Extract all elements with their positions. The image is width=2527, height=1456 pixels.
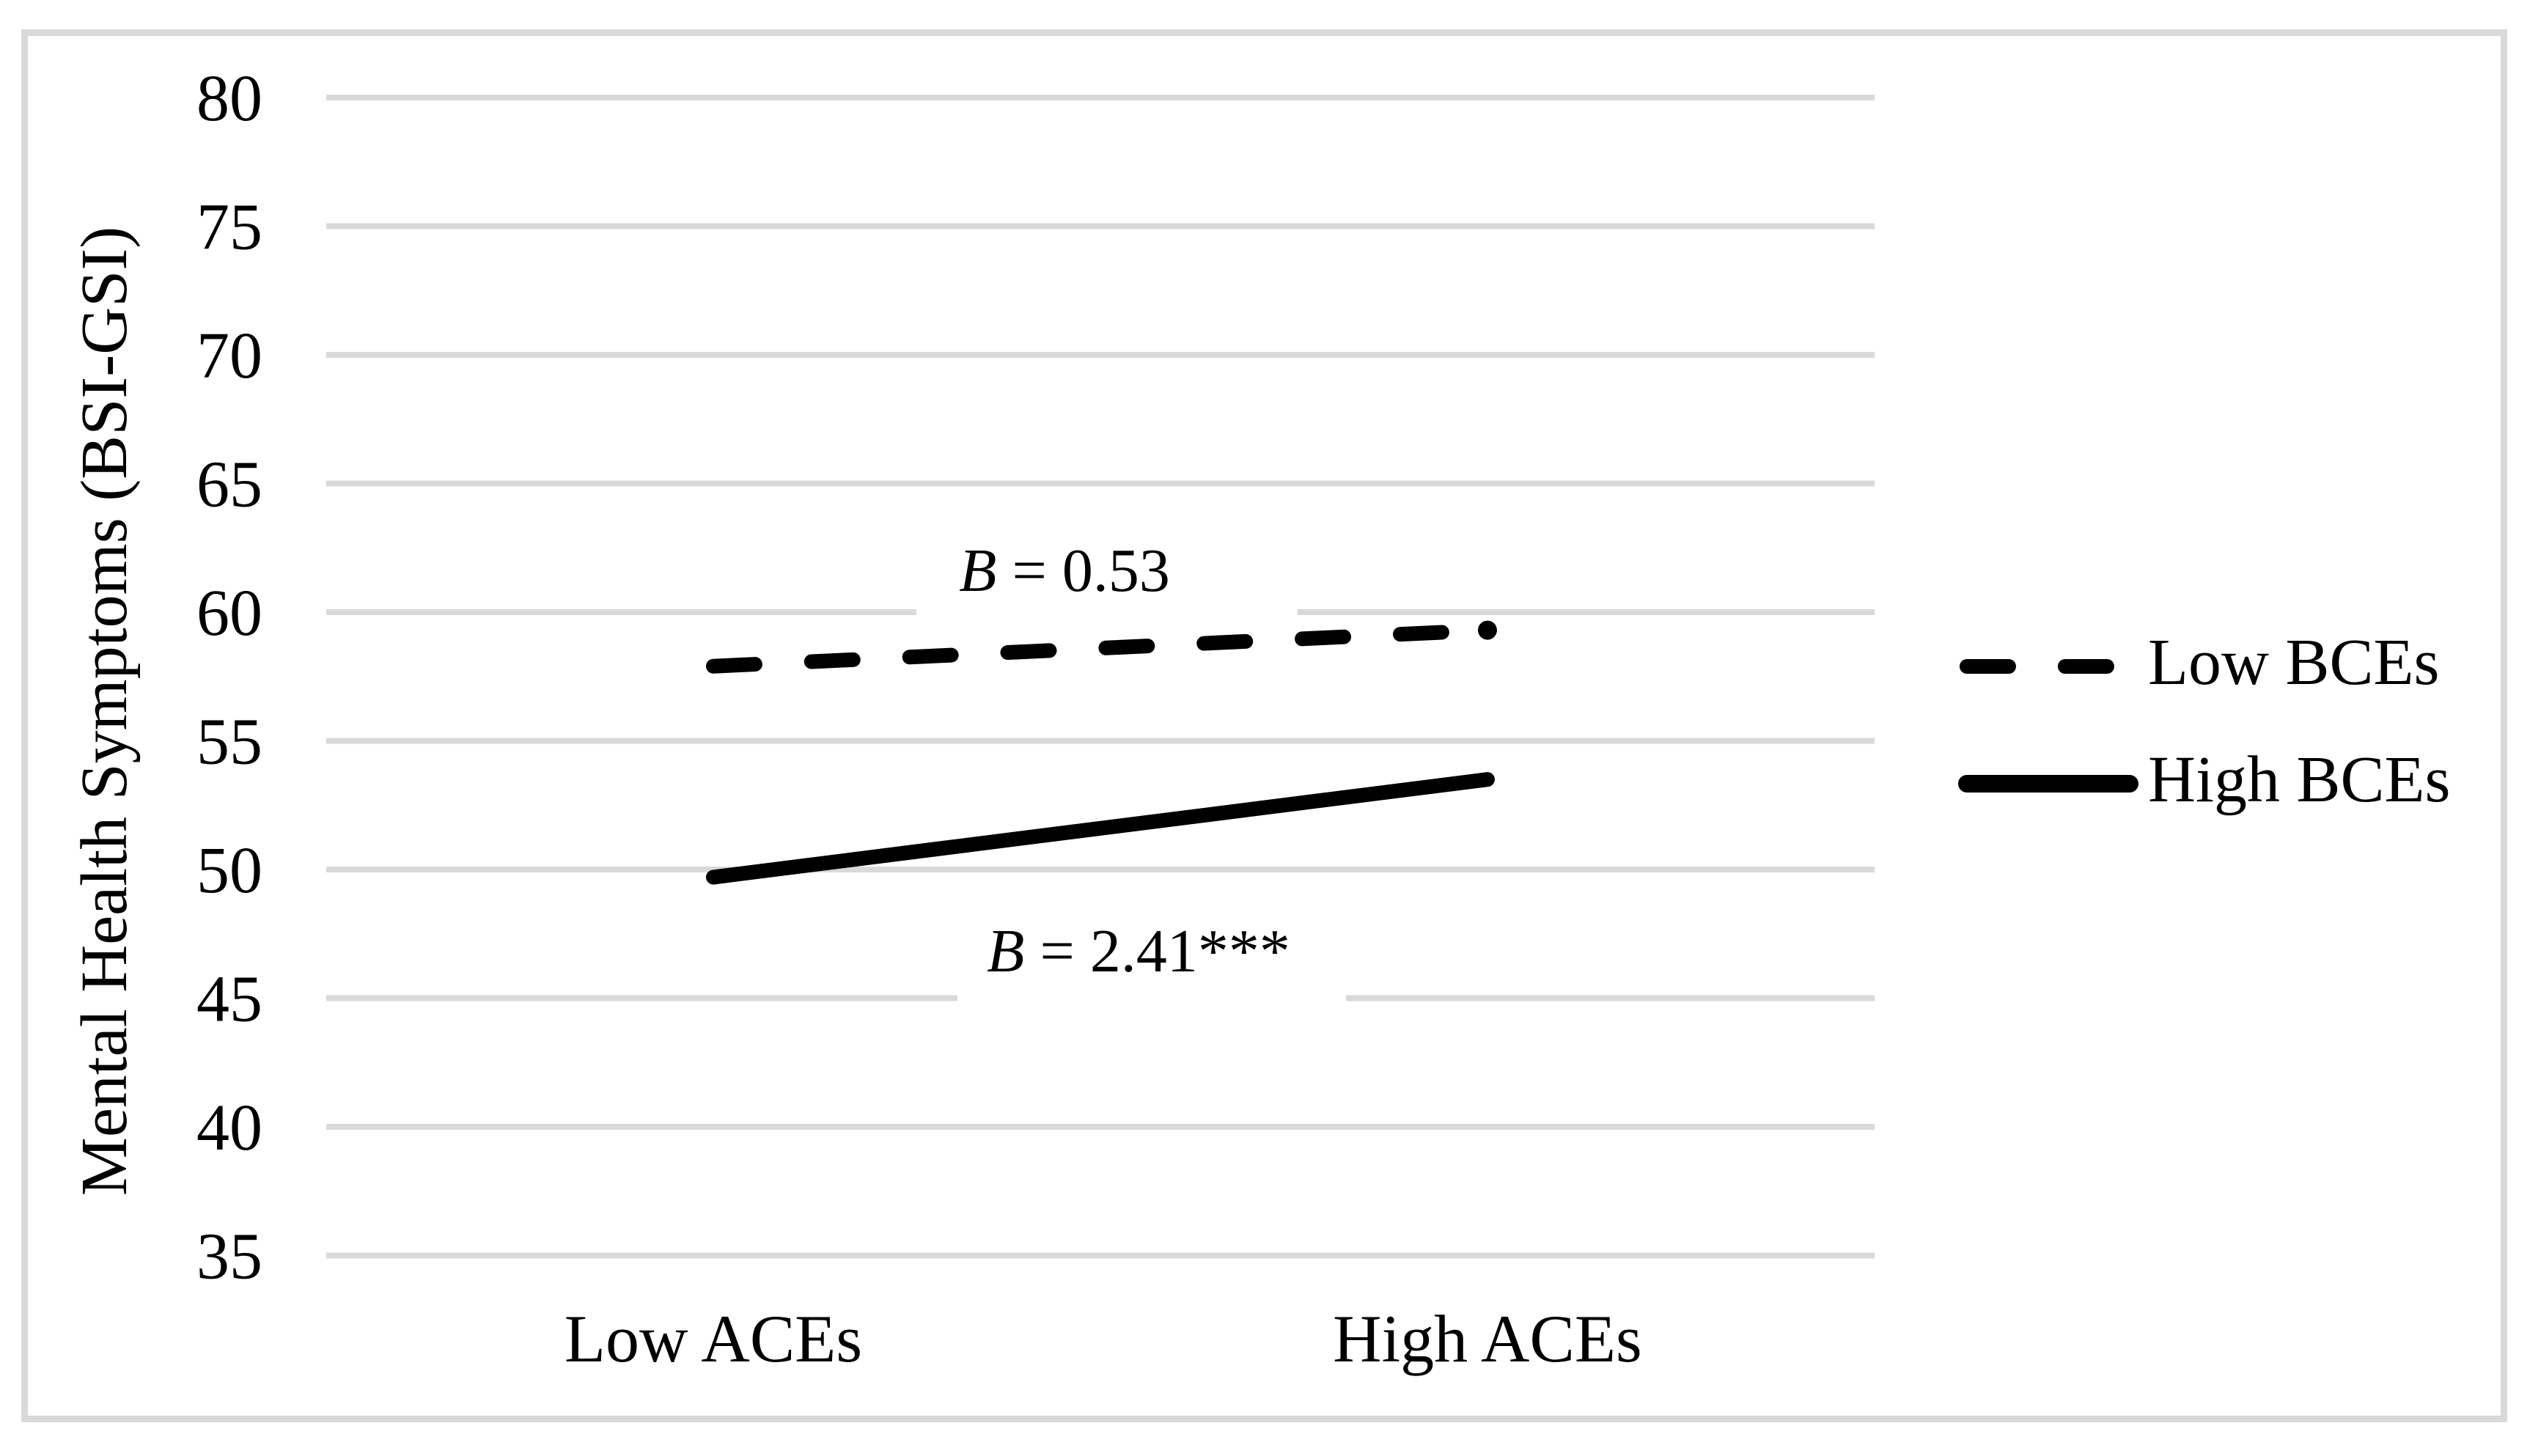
- y-tick-label: 75: [196, 191, 262, 264]
- y-axis-tick-labels: 80 75 70 65 60 55 50 45 40 35: [196, 62, 262, 1293]
- series-line-low-bces: [706, 622, 1495, 674]
- annotation-box-low-bces: [916, 529, 1298, 628]
- figure-border: [21, 29, 2507, 1422]
- x-tick-label: Low ACEs: [564, 1301, 862, 1376]
- annotations: B = 0.53 B = 2.41***: [959, 537, 1290, 985]
- y-tick-label: 55: [196, 706, 262, 779]
- series-lines: [706, 620, 1497, 885]
- annotation-box-high-bces: [957, 908, 1346, 1007]
- annotation-low-bces: B = 0.53: [959, 537, 1170, 605]
- y-tick-label: 45: [196, 963, 262, 1036]
- legend: Low BCEs High BCEs: [1958, 626, 2451, 816]
- y-tick-label: 65: [196, 449, 262, 521]
- x-tick-label: High ACEs: [1333, 1301, 1642, 1376]
- y-tick-label: 70: [196, 320, 262, 392]
- x-axis-tick-labels: Low ACEs High ACEs: [564, 1301, 1642, 1376]
- series-line-high-bces: [706, 772, 1495, 885]
- legend-label-low-bces: Low BCEs: [2148, 626, 2440, 699]
- y-axis-title: Mental Health Symptoms (BSI-GSI): [68, 227, 141, 1196]
- y-tick-label: 35: [196, 1221, 262, 1293]
- annotation-label-boxes: [916, 529, 1346, 1007]
- y-tick-label: 50: [196, 834, 262, 907]
- y-tick-label: 60: [196, 577, 262, 650]
- series-end-dot-low-bces: [1478, 620, 1497, 640]
- gridlines: [326, 95, 1875, 1259]
- legend-label-high-bces: High BCEs: [2148, 743, 2451, 816]
- annotation-high-bces: B = 2.41***: [987, 917, 1290, 985]
- y-tick-label: 40: [196, 1092, 262, 1164]
- y-tick-label: 80: [196, 62, 262, 135]
